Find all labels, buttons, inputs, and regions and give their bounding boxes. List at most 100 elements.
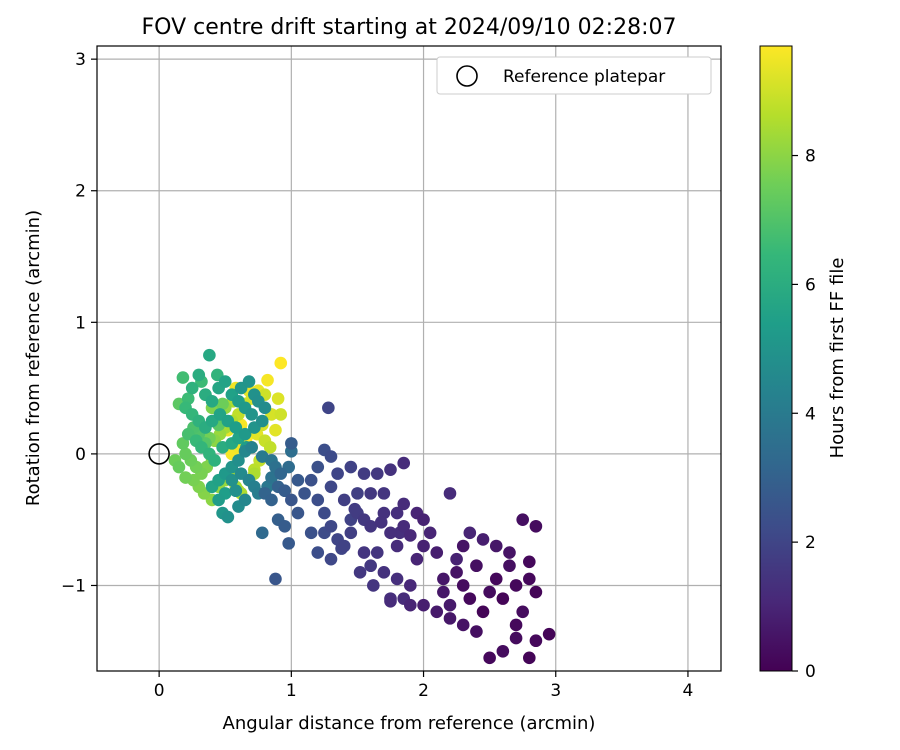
data-point	[238, 493, 252, 507]
data-point	[384, 594, 397, 608]
y-tick-label: 0	[75, 445, 86, 465]
colorbar-ticks: 0 2 4 6 8	[792, 147, 816, 682]
data-point	[397, 456, 411, 470]
data-point	[516, 513, 529, 526]
data-point	[353, 566, 367, 579]
data-point	[179, 471, 192, 484]
data-point	[456, 539, 470, 553]
data-point	[331, 467, 344, 480]
x-tick-label: 4	[683, 681, 694, 701]
data-point	[324, 480, 338, 494]
data-point	[443, 487, 457, 500]
x-tick-label: 0	[154, 681, 165, 701]
data-point	[430, 605, 444, 619]
data-point	[344, 460, 358, 474]
data-point	[430, 546, 444, 559]
data-point	[278, 484, 292, 498]
data-point	[269, 423, 282, 437]
data-point	[185, 381, 199, 395]
y-tick-label: −1	[61, 576, 86, 596]
y-axis: −1 0 1 2 3	[61, 50, 97, 596]
colorbar: 0 2 4 6 8 Hours from first FF file	[759, 45, 848, 682]
data-point	[265, 493, 278, 507]
data-point	[423, 526, 437, 540]
data-point	[357, 467, 371, 480]
data-point	[357, 546, 371, 559]
data-point	[390, 506, 404, 520]
data-point	[282, 537, 295, 550]
data-point	[324, 450, 338, 463]
reference-marker	[148, 443, 170, 465]
data-point	[344, 526, 358, 540]
data-point	[367, 579, 380, 592]
data-point	[509, 618, 523, 632]
data-point	[390, 539, 404, 553]
data-point	[221, 510, 235, 524]
data-point	[318, 506, 331, 520]
data-point	[255, 526, 269, 540]
data-point	[229, 421, 243, 434]
colorbar-tick-label: 6	[805, 275, 816, 295]
data-point	[263, 441, 277, 454]
x-axis-label: Angular distance from reference (arcmin)	[223, 713, 596, 734]
data-point	[463, 592, 477, 605]
colorbar-tick-label: 2	[805, 533, 816, 553]
data-point	[384, 463, 397, 476]
colorbar-tick-label: 0	[805, 662, 816, 682]
x-tick-label: 2	[418, 681, 429, 701]
data-point	[298, 487, 311, 500]
data-point	[397, 519, 411, 533]
data-points	[168, 348, 556, 665]
data-point	[364, 559, 377, 573]
data-point	[238, 427, 252, 441]
chart-title: FOV centre drift starting at 2024/09/10 …	[142, 15, 677, 40]
data-point	[503, 546, 516, 559]
data-point	[274, 467, 288, 480]
data-point	[404, 579, 417, 592]
data-point	[348, 502, 362, 516]
data-point	[324, 519, 338, 533]
data-point	[377, 566, 391, 579]
y-axis-label: Rotation from reference (arcmin)	[23, 210, 44, 506]
data-point	[242, 375, 256, 388]
data-point	[285, 493, 298, 507]
y-tick-label: 1	[75, 313, 86, 333]
data-point	[255, 414, 269, 428]
data-point	[179, 447, 192, 461]
data-point	[324, 552, 338, 566]
data-point	[304, 526, 318, 540]
data-point	[437, 572, 450, 586]
data-point	[172, 460, 186, 474]
data-point	[351, 487, 364, 500]
data-point	[322, 401, 335, 415]
data-point	[212, 493, 225, 507]
y-tick-label: 3	[75, 50, 86, 70]
data-point	[496, 592, 510, 605]
data-point	[216, 397, 229, 411]
data-point	[397, 497, 411, 511]
data-point	[529, 585, 543, 599]
data-point	[509, 579, 523, 592]
legend-box	[436, 56, 712, 95]
data-point	[417, 539, 430, 553]
data-point	[176, 437, 190, 450]
data-point	[218, 375, 232, 388]
data-point	[205, 394, 219, 408]
data-point	[364, 519, 377, 533]
data-point	[229, 484, 243, 498]
x-tick-label: 3	[550, 681, 561, 701]
data-point	[463, 526, 477, 540]
data-point	[529, 634, 543, 648]
data-point	[278, 519, 292, 533]
data-point	[542, 627, 556, 641]
data-point	[523, 651, 536, 665]
colorbar-label: Hours from first FF file	[827, 258, 848, 459]
data-point	[483, 585, 496, 599]
data-point	[245, 408, 258, 421]
y-tick-label: 2	[75, 182, 86, 202]
data-point	[476, 533, 490, 546]
grid	[97, 46, 721, 671]
colorbar-tick-label: 8	[805, 147, 816, 167]
legend-marker-icon	[456, 65, 478, 87]
